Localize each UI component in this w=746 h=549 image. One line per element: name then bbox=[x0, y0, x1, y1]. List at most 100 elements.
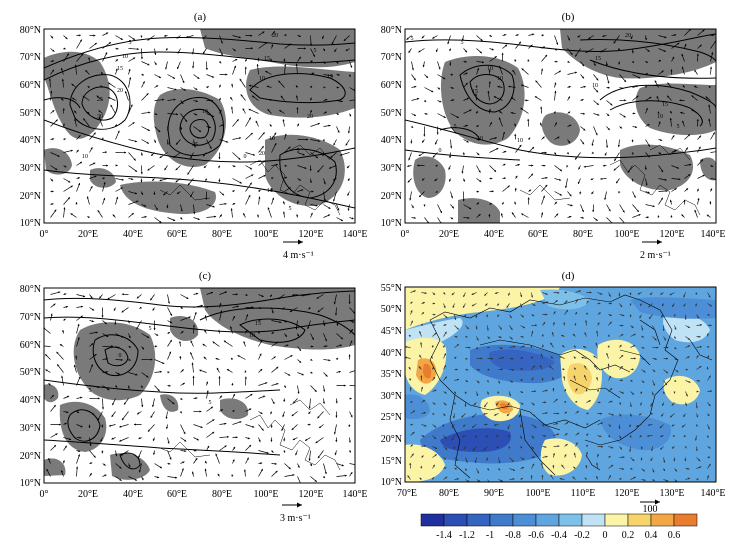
wind-vector-head bbox=[115, 68, 118, 71]
wind-vector-head bbox=[311, 337, 314, 340]
wind-vector-head bbox=[159, 466, 162, 469]
wind-vector-head bbox=[469, 109, 472, 112]
wind-vector-head bbox=[575, 54, 578, 57]
wind-vector-head bbox=[218, 157, 221, 160]
wind-vector-head bbox=[708, 295, 711, 298]
wind-vector-head bbox=[585, 320, 588, 323]
wind-vector-head bbox=[75, 202, 78, 205]
wind-vector-head bbox=[324, 471, 327, 475]
wind-vector-head bbox=[224, 445, 227, 448]
wind-vector-head bbox=[456, 344, 459, 347]
wind-vector bbox=[44, 345, 51, 347]
wind-vector-head bbox=[600, 292, 603, 295]
wind-vector-head bbox=[511, 212, 514, 215]
wind-vector-head bbox=[487, 468, 490, 471]
wind-vector-head bbox=[558, 178, 562, 181]
wind-vector-head bbox=[464, 404, 467, 407]
wind-vector-head bbox=[531, 446, 534, 449]
wind-vector-head bbox=[265, 382, 268, 385]
wind-vector-head bbox=[681, 53, 684, 57]
colorbar-swatch bbox=[443, 513, 468, 527]
wind-vector-head bbox=[147, 63, 150, 66]
wind-vector-head bbox=[487, 346, 490, 349]
wind-vector-head bbox=[79, 161, 83, 164]
wind-vector-head bbox=[455, 458, 458, 461]
wind-vector-head bbox=[169, 457, 172, 460]
wind-vector-head bbox=[182, 461, 185, 464]
wind-vector-head bbox=[478, 138, 481, 141]
wind-vector-head bbox=[132, 122, 135, 125]
wind-vector-head bbox=[182, 80, 185, 84]
wind-vector-head bbox=[706, 346, 709, 349]
wind-vector-head bbox=[249, 167, 253, 170]
wind-vector-head bbox=[467, 216, 470, 219]
wind-vector-head bbox=[348, 424, 351, 427]
wind-vector-head bbox=[496, 445, 499, 448]
wind-vector-head bbox=[462, 179, 465, 182]
colorbar-tick-label: -1.2 bbox=[459, 530, 475, 541]
wind-vector-head bbox=[675, 479, 678, 482]
wind-vector-head bbox=[561, 464, 564, 467]
wind-vector-head bbox=[288, 43, 292, 46]
lon-label: 140°E bbox=[342, 489, 367, 500]
wind-vector-head bbox=[658, 152, 662, 154]
wind-vector-head bbox=[461, 415, 464, 418]
wind-vector-head bbox=[634, 125, 638, 129]
lon-label: 90°E bbox=[484, 488, 504, 499]
wind-vector-head bbox=[585, 50, 588, 53]
wind-vector-head bbox=[140, 57, 143, 60]
contour-value-labels: 5 10 15 20 25 30 20 15 10 25 10 20 15 5 … bbox=[82, 33, 333, 212]
wind-vector-head bbox=[663, 49, 666, 52]
wind-vector-head bbox=[633, 112, 636, 115]
wind-vector-head bbox=[708, 118, 711, 121]
lon-label: 100°E bbox=[614, 229, 639, 240]
wind-vector-head bbox=[498, 381, 501, 384]
wind-vector-head bbox=[479, 179, 482, 182]
contour-label: 20 bbox=[259, 151, 265, 157]
wind-vector-head bbox=[308, 411, 311, 414]
wind-vector-head bbox=[421, 455, 424, 458]
wind-vector-head bbox=[239, 181, 242, 184]
wind-vector-head bbox=[652, 205, 655, 208]
wind-vector-head bbox=[598, 302, 601, 305]
contour-label: 5 bbox=[297, 148, 300, 154]
wind-vector-head bbox=[347, 165, 350, 169]
wind-vector-head bbox=[488, 81, 491, 84]
wind-vector-head bbox=[563, 322, 566, 325]
reference-vector-label: 3 m·s⁻¹ bbox=[280, 513, 311, 524]
wind-vector-head bbox=[619, 414, 622, 417]
wind-vector-head bbox=[484, 293, 487, 296]
wind-vector-head bbox=[535, 80, 538, 83]
wind-vector-head bbox=[591, 143, 594, 146]
wind-vector-head bbox=[600, 422, 603, 425]
wind-vector-head bbox=[531, 147, 535, 150]
wind-vector-head bbox=[496, 148, 499, 151]
wind-vector-head bbox=[175, 113, 178, 116]
wind-vector-head bbox=[664, 36, 667, 39]
wind-vector-head bbox=[653, 369, 656, 372]
wind-vector-head bbox=[575, 299, 578, 302]
wind-vector-head bbox=[435, 142, 437, 145]
wind-vector-head bbox=[419, 477, 422, 480]
wind-vector-head bbox=[68, 438, 72, 441]
wind-vector-head bbox=[508, 85, 511, 88]
wind-vector-head bbox=[412, 410, 415, 413]
wind-vector-head bbox=[531, 314, 535, 317]
wind-vector-head bbox=[542, 195, 545, 198]
wind-vector-head bbox=[497, 391, 500, 394]
wind-vector-head bbox=[597, 113, 600, 116]
wind-vector-head bbox=[298, 360, 302, 363]
wind-vector-head bbox=[581, 356, 584, 359]
wind-vector-head bbox=[70, 149, 73, 152]
wind-vector-head bbox=[556, 433, 560, 436]
wind-vector-head bbox=[542, 136, 545, 139]
wind-vector-head bbox=[119, 439, 122, 442]
wind-vector-head bbox=[613, 41, 616, 44]
wind-vector-head bbox=[465, 335, 468, 338]
wind-vector-head bbox=[683, 414, 686, 417]
wind-vector-head bbox=[698, 335, 701, 338]
wind-vector-head bbox=[348, 354, 351, 357]
wind-vector-head bbox=[340, 219, 343, 221]
wind-vector-head bbox=[219, 302, 222, 306]
wind-vector-head bbox=[101, 315, 104, 318]
